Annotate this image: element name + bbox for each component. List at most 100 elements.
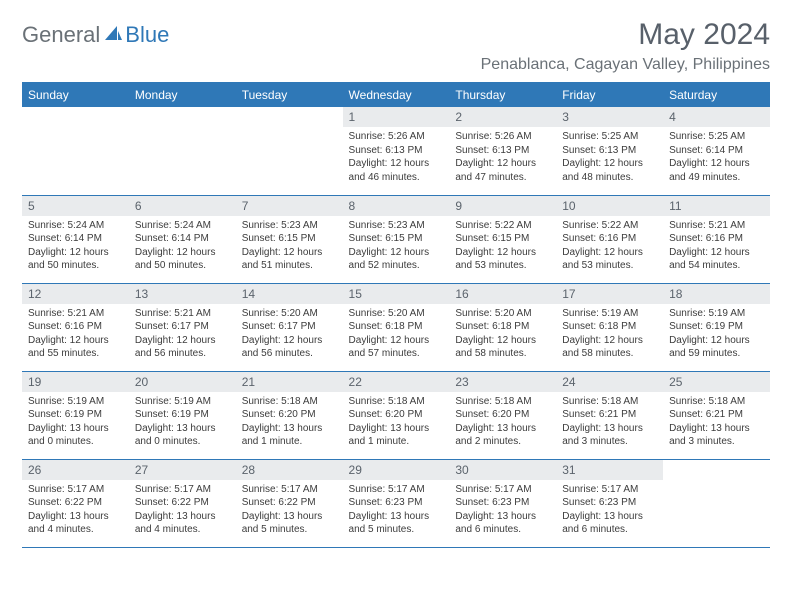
calendar-day-cell: 20Sunrise: 5:19 AMSunset: 6:19 PMDayligh… xyxy=(129,371,236,459)
daylight-line-1: Daylight: 12 hours xyxy=(455,246,550,260)
day-details: Sunrise: 5:19 AMSunset: 6:18 PMDaylight:… xyxy=(556,304,663,365)
calendar-day-cell: 6Sunrise: 5:24 AMSunset: 6:14 PMDaylight… xyxy=(129,195,236,283)
day-details: Sunrise: 5:20 AMSunset: 6:18 PMDaylight:… xyxy=(449,304,556,365)
sunrise-line: Sunrise: 5:18 AM xyxy=(349,395,444,409)
daylight-line-2: and 53 minutes. xyxy=(455,259,550,273)
sunrise-line: Sunrise: 5:22 AM xyxy=(562,219,657,233)
daylight-line-1: Daylight: 13 hours xyxy=(349,422,444,436)
daylight-line-1: Daylight: 12 hours xyxy=(349,246,444,260)
daylight-line-1: Daylight: 12 hours xyxy=(455,157,550,171)
day-details: Sunrise: 5:23 AMSunset: 6:15 PMDaylight:… xyxy=(343,216,450,277)
daylight-line-2: and 55 minutes. xyxy=(28,347,123,361)
calendar-day-cell: 22Sunrise: 5:18 AMSunset: 6:20 PMDayligh… xyxy=(343,371,450,459)
calendar-week-row: 19Sunrise: 5:19 AMSunset: 6:19 PMDayligh… xyxy=(22,371,770,459)
day-details: Sunrise: 5:17 AMSunset: 6:22 PMDaylight:… xyxy=(22,480,129,541)
calendar-day-cell: 29Sunrise: 5:17 AMSunset: 6:23 PMDayligh… xyxy=(343,459,450,547)
sunset-line: Sunset: 6:22 PM xyxy=(28,496,123,510)
day-details: Sunrise: 5:17 AMSunset: 6:23 PMDaylight:… xyxy=(343,480,450,541)
daylight-line-1: Daylight: 12 hours xyxy=(28,246,123,260)
daylight-line-2: and 56 minutes. xyxy=(242,347,337,361)
sunset-line: Sunset: 6:18 PM xyxy=(562,320,657,334)
day-details: Sunrise: 5:19 AMSunset: 6:19 PMDaylight:… xyxy=(663,304,770,365)
daylight-line-1: Daylight: 12 hours xyxy=(242,246,337,260)
daylight-line-2: and 1 minute. xyxy=(349,435,444,449)
sunset-line: Sunset: 6:14 PM xyxy=(28,232,123,246)
day-details: Sunrise: 5:21 AMSunset: 6:16 PMDaylight:… xyxy=(663,216,770,277)
day-number: 21 xyxy=(236,372,343,392)
sunset-line: Sunset: 6:18 PM xyxy=(349,320,444,334)
calendar-table: SundayMondayTuesdayWednesdayThursdayFrid… xyxy=(22,82,770,548)
daylight-line-1: Daylight: 13 hours xyxy=(455,422,550,436)
sunset-line: Sunset: 6:13 PM xyxy=(562,144,657,158)
daylight-line-1: Daylight: 13 hours xyxy=(28,510,123,524)
sunrise-line: Sunrise: 5:26 AM xyxy=(349,130,444,144)
weekday-header: Sunday xyxy=(22,83,129,108)
calendar-day-cell: 27Sunrise: 5:17 AMSunset: 6:22 PMDayligh… xyxy=(129,459,236,547)
day-details: Sunrise: 5:19 AMSunset: 6:19 PMDaylight:… xyxy=(129,392,236,453)
sunset-line: Sunset: 6:15 PM xyxy=(242,232,337,246)
logo-text-general: General xyxy=(22,22,100,48)
daylight-line-2: and 52 minutes. xyxy=(349,259,444,273)
day-number: 23 xyxy=(449,372,556,392)
day-details: Sunrise: 5:24 AMSunset: 6:14 PMDaylight:… xyxy=(129,216,236,277)
daylight-line-1: Daylight: 12 hours xyxy=(455,334,550,348)
day-details: Sunrise: 5:21 AMSunset: 6:17 PMDaylight:… xyxy=(129,304,236,365)
day-details: Sunrise: 5:17 AMSunset: 6:23 PMDaylight:… xyxy=(556,480,663,541)
daylight-line-1: Daylight: 13 hours xyxy=(242,422,337,436)
calendar-day-cell: 15Sunrise: 5:20 AMSunset: 6:18 PMDayligh… xyxy=(343,283,450,371)
sunrise-line: Sunrise: 5:17 AM xyxy=(135,483,230,497)
day-details: Sunrise: 5:25 AMSunset: 6:14 PMDaylight:… xyxy=(663,127,770,188)
daylight-line-1: Daylight: 13 hours xyxy=(349,510,444,524)
daylight-line-1: Daylight: 12 hours xyxy=(242,334,337,348)
sunset-line: Sunset: 6:18 PM xyxy=(455,320,550,334)
sunset-line: Sunset: 6:17 PM xyxy=(135,320,230,334)
weekday-header: Friday xyxy=(556,83,663,108)
sunrise-line: Sunrise: 5:25 AM xyxy=(562,130,657,144)
daylight-line-1: Daylight: 12 hours xyxy=(135,246,230,260)
calendar-day-cell: .. xyxy=(236,107,343,195)
sunset-line: Sunset: 6:19 PM xyxy=(28,408,123,422)
calendar-header: SundayMondayTuesdayWednesdayThursdayFrid… xyxy=(22,83,770,108)
daylight-line-2: and 0 minutes. xyxy=(28,435,123,449)
calendar-day-cell: 14Sunrise: 5:20 AMSunset: 6:17 PMDayligh… xyxy=(236,283,343,371)
sunrise-line: Sunrise: 5:17 AM xyxy=(28,483,123,497)
sunset-line: Sunset: 6:20 PM xyxy=(349,408,444,422)
sunset-line: Sunset: 6:21 PM xyxy=(669,408,764,422)
sunset-line: Sunset: 6:20 PM xyxy=(455,408,550,422)
sunrise-line: Sunrise: 5:17 AM xyxy=(562,483,657,497)
sunset-line: Sunset: 6:17 PM xyxy=(242,320,337,334)
day-number: 17 xyxy=(556,284,663,304)
month-title: May 2024 xyxy=(481,18,770,52)
day-details: Sunrise: 5:22 AMSunset: 6:16 PMDaylight:… xyxy=(556,216,663,277)
daylight-line-1: Daylight: 12 hours xyxy=(669,334,764,348)
calendar-day-cell: 18Sunrise: 5:19 AMSunset: 6:19 PMDayligh… xyxy=(663,283,770,371)
day-details: Sunrise: 5:18 AMSunset: 6:20 PMDaylight:… xyxy=(343,392,450,453)
sunset-line: Sunset: 6:15 PM xyxy=(455,232,550,246)
logo-sail-icon xyxy=(103,24,123,47)
calendar-week-row: 12Sunrise: 5:21 AMSunset: 6:16 PMDayligh… xyxy=(22,283,770,371)
calendar-day-cell: 21Sunrise: 5:18 AMSunset: 6:20 PMDayligh… xyxy=(236,371,343,459)
calendar-day-cell: .. xyxy=(129,107,236,195)
sunset-line: Sunset: 6:19 PM xyxy=(669,320,764,334)
sunset-line: Sunset: 6:16 PM xyxy=(562,232,657,246)
calendar-day-cell: 13Sunrise: 5:21 AMSunset: 6:17 PMDayligh… xyxy=(129,283,236,371)
sunrise-line: Sunrise: 5:17 AM xyxy=(349,483,444,497)
daylight-line-2: and 2 minutes. xyxy=(455,435,550,449)
daylight-line-1: Daylight: 13 hours xyxy=(562,422,657,436)
sunrise-line: Sunrise: 5:25 AM xyxy=(669,130,764,144)
daylight-line-2: and 5 minutes. xyxy=(349,523,444,537)
sunrise-line: Sunrise: 5:23 AM xyxy=(242,219,337,233)
sunrise-line: Sunrise: 5:20 AM xyxy=(242,307,337,321)
daylight-line-2: and 49 minutes. xyxy=(669,171,764,185)
daylight-line-2: and 58 minutes. xyxy=(562,347,657,361)
daylight-line-2: and 48 minutes. xyxy=(562,171,657,185)
daylight-line-2: and 3 minutes. xyxy=(669,435,764,449)
day-number: 28 xyxy=(236,460,343,480)
sunset-line: Sunset: 6:23 PM xyxy=(349,496,444,510)
logo: General Blue xyxy=(22,22,169,48)
sunrise-line: Sunrise: 5:19 AM xyxy=(28,395,123,409)
sunset-line: Sunset: 6:19 PM xyxy=(135,408,230,422)
title-block: May 2024 Penablanca, Cagayan Valley, Phi… xyxy=(481,18,770,80)
daylight-line-2: and 53 minutes. xyxy=(562,259,657,273)
day-details: Sunrise: 5:18 AMSunset: 6:21 PMDaylight:… xyxy=(556,392,663,453)
